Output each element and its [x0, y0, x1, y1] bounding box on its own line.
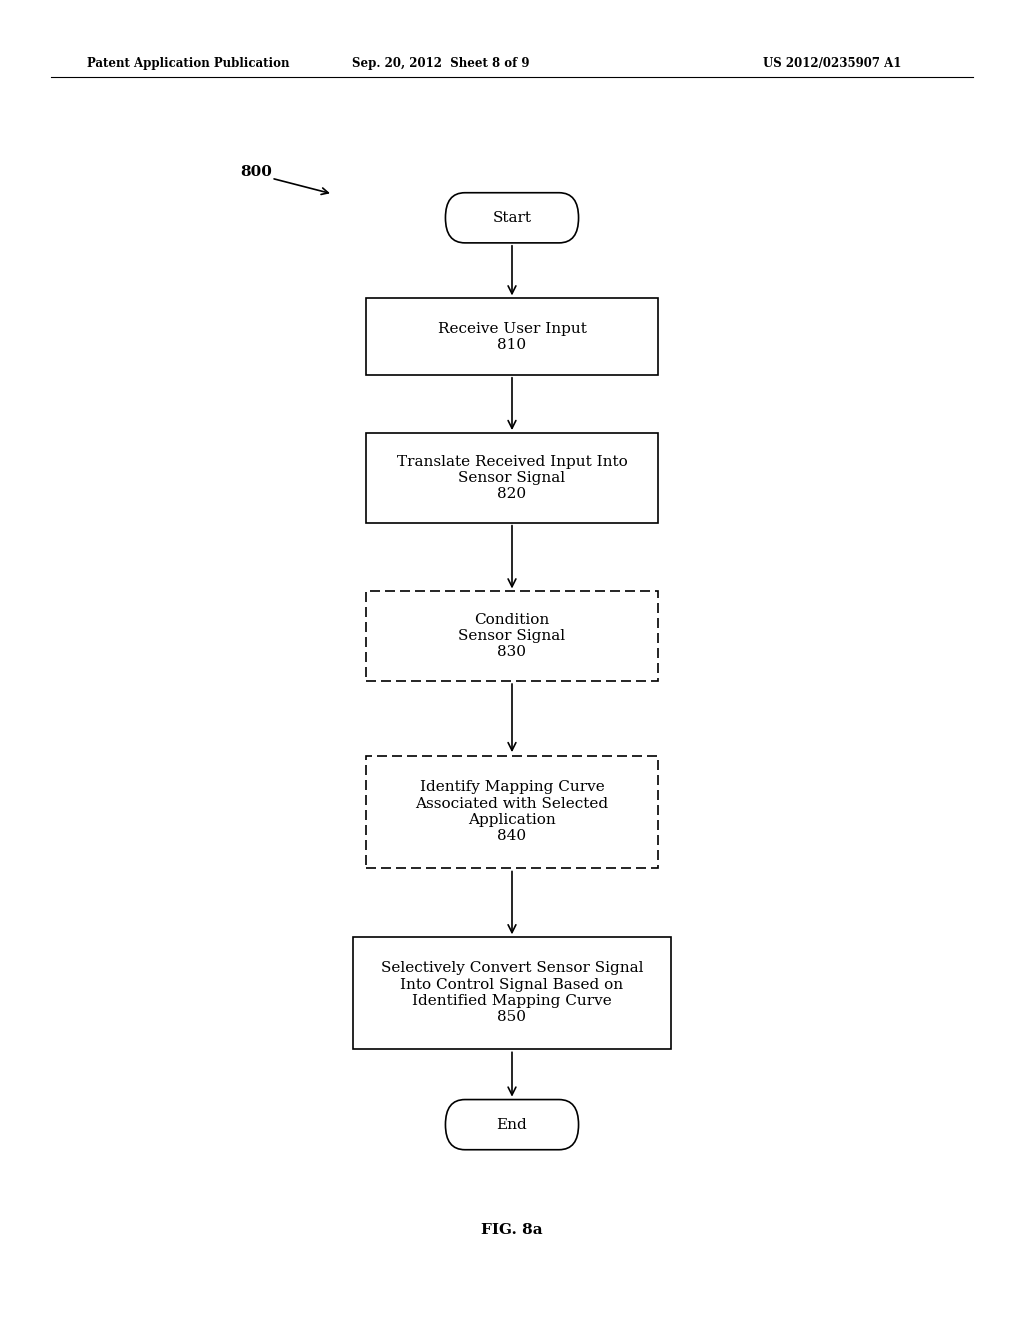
FancyBboxPatch shape: [367, 298, 658, 375]
Text: Identify Mapping Curve
Associated with Selected
Application
840: Identify Mapping Curve Associated with S…: [416, 780, 608, 843]
FancyBboxPatch shape: [353, 937, 671, 1048]
Text: Selectively Convert Sensor Signal
Into Control Signal Based on
Identified Mappin: Selectively Convert Sensor Signal Into C…: [381, 961, 643, 1024]
Text: Sep. 20, 2012  Sheet 8 of 9: Sep. 20, 2012 Sheet 8 of 9: [351, 57, 529, 70]
Text: End: End: [497, 1118, 527, 1131]
Text: US 2012/0235907 A1: US 2012/0235907 A1: [763, 57, 901, 70]
Text: Translate Received Input Into
Sensor Signal
820: Translate Received Input Into Sensor Sig…: [396, 454, 628, 502]
Text: 800: 800: [241, 165, 272, 178]
Text: Receive User Input
810: Receive User Input 810: [437, 322, 587, 351]
Text: Start: Start: [493, 211, 531, 224]
Text: FIG. 8a: FIG. 8a: [481, 1224, 543, 1237]
FancyBboxPatch shape: [367, 591, 658, 681]
FancyBboxPatch shape: [367, 433, 658, 523]
Text: Condition
Sensor Signal
830: Condition Sensor Signal 830: [459, 612, 565, 660]
FancyBboxPatch shape: [445, 193, 579, 243]
FancyBboxPatch shape: [367, 755, 658, 869]
FancyBboxPatch shape: [445, 1100, 579, 1150]
Text: Patent Application Publication: Patent Application Publication: [87, 57, 290, 70]
